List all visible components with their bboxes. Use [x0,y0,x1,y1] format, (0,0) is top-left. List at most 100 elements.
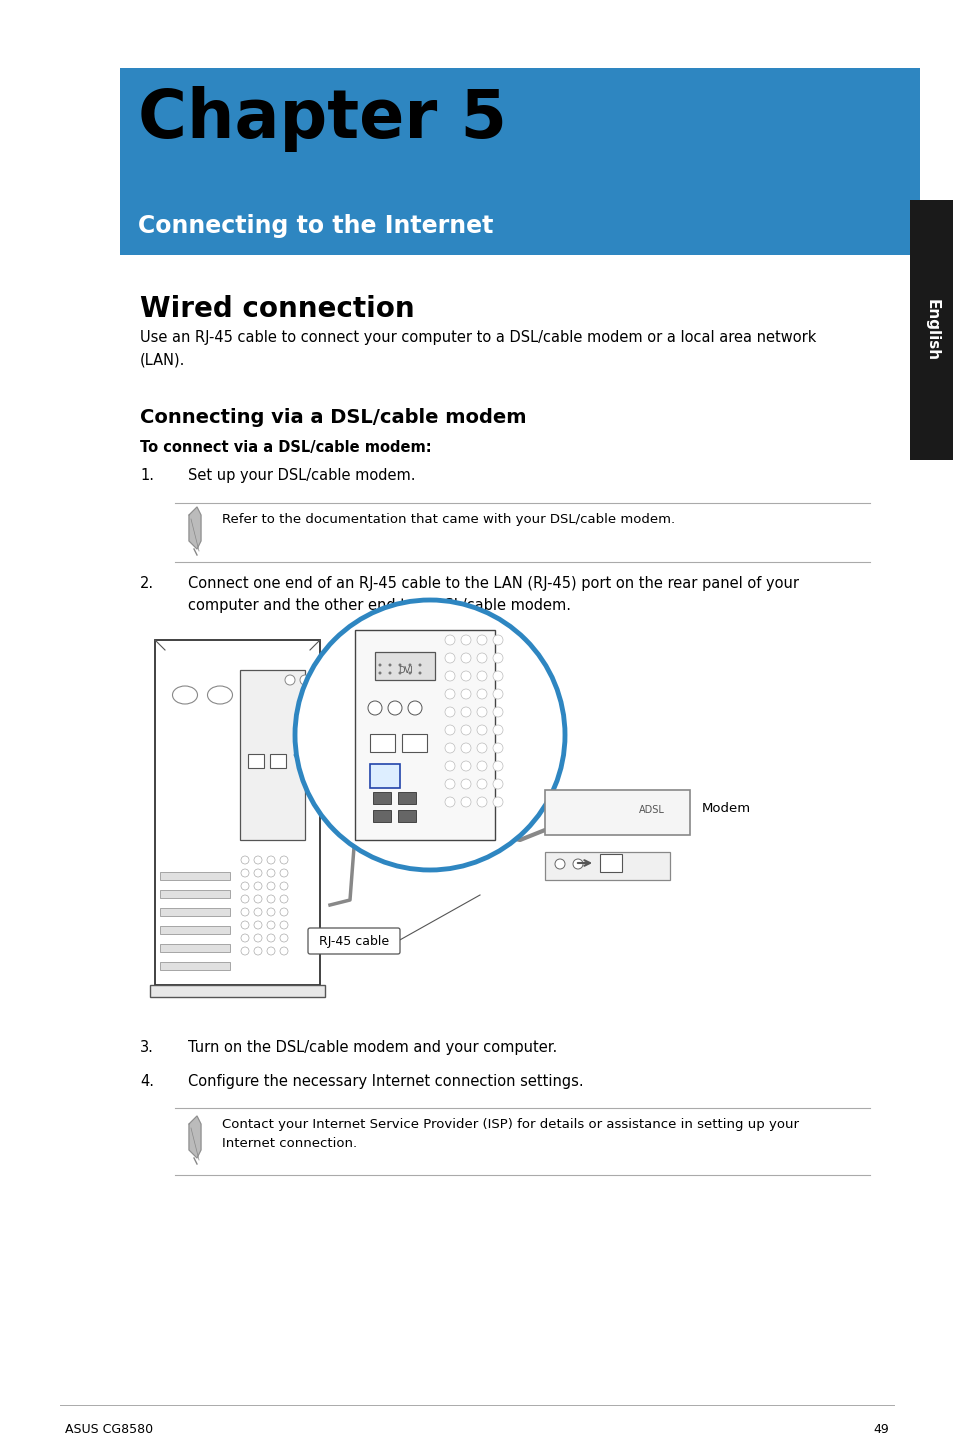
Circle shape [493,779,502,789]
Text: ASUS CG8580: ASUS CG8580 [65,1424,153,1437]
Circle shape [267,856,274,864]
Bar [270,754,286,768]
Text: ADSL: ADSL [639,805,664,815]
Circle shape [267,920,274,929]
Circle shape [476,672,486,682]
Text: 1.: 1. [140,467,153,483]
Circle shape [388,663,391,666]
Text: Connect one end of an RJ-45 cable to the LAN (RJ-45) port on the rear panel of y: Connect one end of an RJ-45 cable to the… [188,577,799,613]
Circle shape [444,689,455,699]
Circle shape [476,797,486,807]
Circle shape [408,672,411,674]
Circle shape [493,672,502,682]
Text: Connecting via a DSL/cable modem: Connecting via a DSL/cable modem [140,408,526,427]
Circle shape [476,761,486,771]
FancyBboxPatch shape [308,928,399,953]
Circle shape [280,856,288,864]
Text: 2.: 2. [140,577,154,591]
Circle shape [493,636,502,646]
Text: Chapter 5: Chapter 5 [138,86,506,152]
Bar [370,764,399,788]
Bar [150,985,325,997]
Ellipse shape [172,686,197,705]
Circle shape [493,689,502,699]
Bar [160,871,230,880]
Circle shape [418,672,421,674]
Bar [160,962,230,971]
Circle shape [460,743,471,754]
Bar [248,754,264,768]
Polygon shape [189,1116,201,1158]
Circle shape [280,948,288,955]
Circle shape [280,920,288,929]
Bar [373,810,391,823]
Circle shape [280,935,288,942]
Circle shape [378,663,381,666]
Circle shape [253,948,262,955]
Circle shape [418,663,421,666]
Circle shape [460,797,471,807]
Circle shape [476,636,486,646]
Circle shape [476,653,486,663]
Bar [160,907,230,916]
Circle shape [378,672,381,674]
Circle shape [267,894,274,903]
Circle shape [280,907,288,916]
Bar [909,200,953,460]
Circle shape [444,761,455,771]
Text: Refer to the documentation that came with your DSL/cable modem.: Refer to the documentation that came wit… [222,513,675,526]
Ellipse shape [208,686,233,705]
Bar [397,810,416,823]
Circle shape [444,707,455,718]
Circle shape [476,743,486,754]
Circle shape [241,869,249,877]
Bar [240,670,305,840]
Bar [544,851,669,880]
Circle shape [280,869,288,877]
Circle shape [280,894,288,903]
Bar [160,890,230,897]
Circle shape [253,856,262,864]
Text: 49: 49 [872,1424,888,1437]
Circle shape [444,653,455,663]
Bar [160,926,230,935]
Circle shape [460,707,471,718]
Circle shape [460,672,471,682]
Circle shape [267,948,274,955]
Bar [544,789,689,835]
Circle shape [460,689,471,699]
Text: 4.: 4. [140,1074,153,1089]
Circle shape [388,672,391,674]
Bar [120,68,919,255]
Text: English: English [923,299,939,361]
Bar [154,640,319,985]
Circle shape [476,689,486,699]
Text: Configure the necessary Internet connection settings.: Configure the necessary Internet connect… [188,1074,583,1089]
Circle shape [493,761,502,771]
Circle shape [253,894,262,903]
Text: RJ-45 cable: RJ-45 cable [318,935,389,948]
Circle shape [368,700,381,715]
Text: Wired connection: Wired connection [140,295,415,324]
Circle shape [388,700,401,715]
Circle shape [493,743,502,754]
Circle shape [267,907,274,916]
Circle shape [253,869,262,877]
Circle shape [444,797,455,807]
Circle shape [241,935,249,942]
Circle shape [460,761,471,771]
Text: Modem: Modem [701,802,750,815]
Circle shape [280,881,288,890]
Circle shape [241,920,249,929]
Circle shape [285,674,294,684]
Text: DVI: DVI [397,666,412,674]
Bar [401,733,427,752]
Bar [397,792,416,804]
Bar [355,630,495,840]
Circle shape [241,948,249,955]
Circle shape [253,881,262,890]
Circle shape [241,907,249,916]
Circle shape [267,935,274,942]
Bar [373,792,391,804]
Bar [375,651,435,680]
